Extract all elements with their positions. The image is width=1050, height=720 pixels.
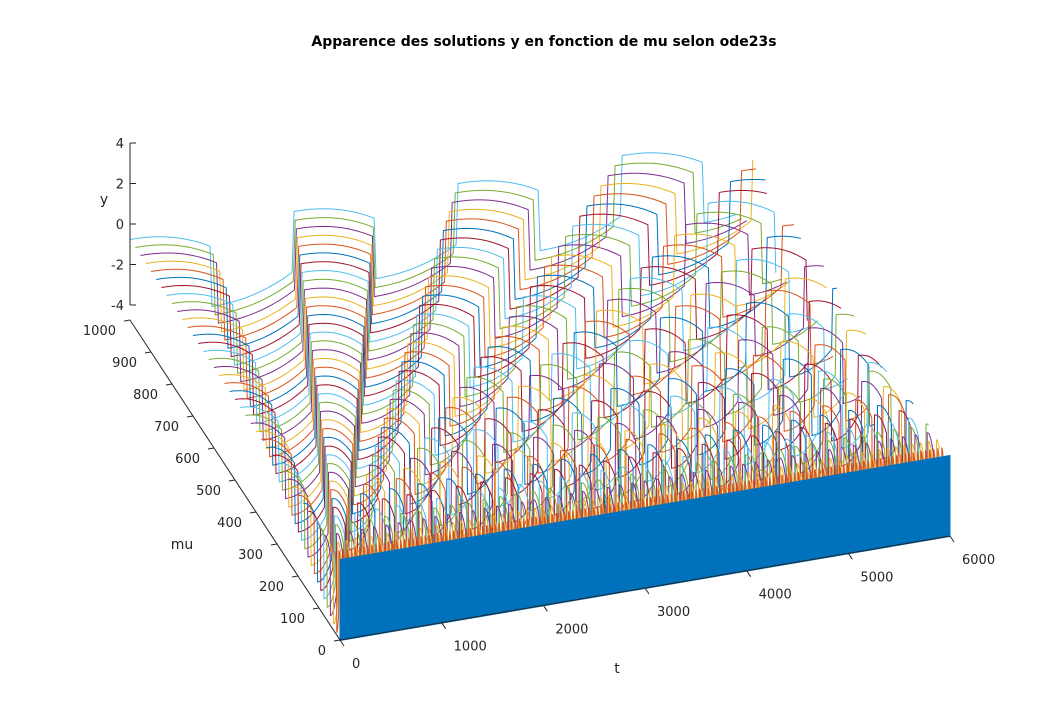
mu-tick-label-100: 100 bbox=[280, 612, 305, 627]
t-tick-label-2000: 2000 bbox=[555, 622, 588, 637]
mu-tick-label-300: 300 bbox=[238, 548, 263, 563]
t-tick-mark-2000 bbox=[542, 605, 548, 612]
t-tick-mark-5000 bbox=[847, 553, 853, 560]
chart-title: Apparence des solutions y en fonction de… bbox=[311, 34, 776, 50]
mu-tick-mark-900 bbox=[144, 351, 152, 354]
series-mu-450 bbox=[245, 313, 855, 491]
y-tick-label-2: 2 bbox=[116, 178, 124, 193]
mu-tick-label-700: 700 bbox=[154, 420, 179, 435]
series-mu-700 bbox=[192, 235, 801, 408]
mu-tick-label-200: 200 bbox=[259, 580, 284, 595]
mu-tick-mark-600 bbox=[207, 447, 215, 450]
t-tick-label-3000: 3000 bbox=[657, 605, 690, 620]
mu-tick-mark-500 bbox=[228, 479, 236, 482]
t-tick-label-0: 0 bbox=[352, 657, 360, 672]
series-mu-875 bbox=[156, 179, 766, 349]
t-tick-mark-0 bbox=[339, 639, 345, 647]
series-mu-475 bbox=[240, 313, 848, 483]
y-tick-label--2: -2 bbox=[111, 259, 124, 274]
t-tick-label-6000: 6000 bbox=[962, 553, 995, 568]
y-tick-label-4: 4 bbox=[116, 137, 124, 152]
mu-tick-mark-1000 bbox=[123, 319, 131, 322]
series-mu-900 bbox=[150, 168, 757, 341]
mu-tick-mark-200 bbox=[291, 575, 299, 578]
series-mu-850 bbox=[161, 189, 768, 358]
ticks-layer: 0100020003000400050006000010020030040050… bbox=[83, 137, 995, 672]
y-tick-label-0: 0 bbox=[116, 218, 124, 233]
y-axis-label: y bbox=[100, 192, 108, 208]
mu-axis-label: mu bbox=[171, 537, 194, 553]
mu-tick-label-400: 400 bbox=[217, 516, 242, 531]
series-mu-300 bbox=[276, 361, 888, 541]
series-mu-925 bbox=[145, 159, 754, 333]
series-mu-525 bbox=[229, 287, 837, 466]
mu-tick-mark-400 bbox=[249, 511, 257, 514]
mu-tick-label-0: 0 bbox=[318, 644, 326, 659]
series-layer bbox=[129, 152, 951, 642]
mu-tick-mark-800 bbox=[165, 383, 173, 386]
mu-tick-label-500: 500 bbox=[196, 484, 221, 499]
t-tick-mark-3000 bbox=[644, 587, 650, 595]
mu-tick-label-600: 600 bbox=[175, 452, 200, 467]
mu-tick-mark-0 bbox=[333, 639, 341, 642]
mu-tick-label-900: 900 bbox=[112, 356, 137, 371]
series-mu-775 bbox=[177, 222, 787, 383]
mu-tick-mark-100 bbox=[312, 607, 320, 610]
series-mu-575 bbox=[219, 277, 827, 450]
y-tick-label--4: -4 bbox=[111, 299, 124, 314]
t-tick-mark-1000 bbox=[441, 622, 447, 629]
mu-tick-mark-300 bbox=[270, 543, 278, 546]
series-mu-800 bbox=[171, 211, 782, 374]
t-tick-label-1000: 1000 bbox=[454, 640, 487, 655]
mu-tick-label-800: 800 bbox=[133, 388, 158, 403]
series-mu-600 bbox=[213, 265, 824, 441]
t-tick-label-4000: 4000 bbox=[759, 588, 792, 603]
series-mu-825 bbox=[166, 200, 777, 366]
t-axis-label: t bbox=[614, 661, 620, 677]
t-tick-mark-4000 bbox=[746, 570, 752, 577]
series-mu-625 bbox=[208, 270, 819, 433]
t-tick-label-5000: 5000 bbox=[860, 570, 893, 585]
mu-tick-label-1000: 1000 bbox=[83, 324, 116, 339]
series-mu-950 bbox=[140, 172, 748, 324]
series-mu-750 bbox=[182, 233, 791, 391]
series-mu-350 bbox=[266, 348, 876, 525]
mu-tick-mark-700 bbox=[186, 415, 194, 418]
series-mu-425 bbox=[250, 327, 861, 500]
t-tick-mark-6000 bbox=[949, 535, 955, 543]
series-mu-650 bbox=[203, 258, 811, 425]
series-mu-550 bbox=[224, 289, 834, 458]
series-mu-275 bbox=[282, 370, 892, 550]
